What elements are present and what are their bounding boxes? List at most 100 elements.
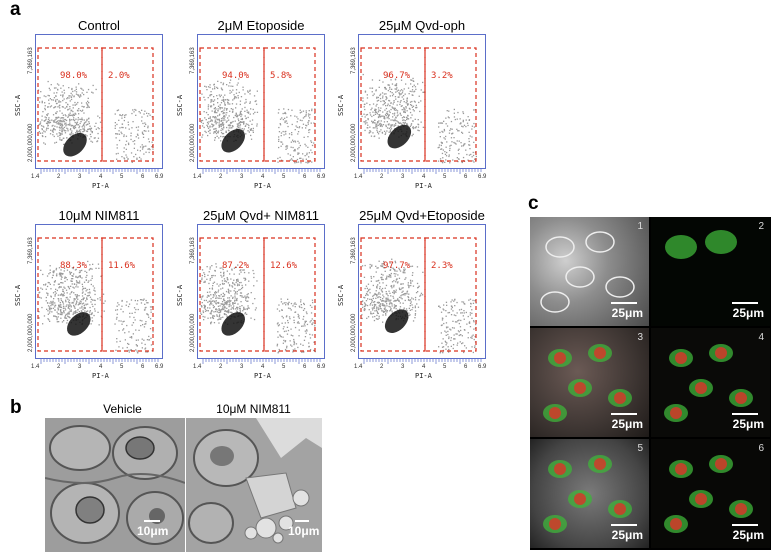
x-tick-label: 6 bbox=[303, 174, 307, 180]
em-title-vehicle: Vehicle bbox=[103, 402, 142, 416]
tile-number: 1 bbox=[637, 221, 643, 232]
dense-population bbox=[67, 312, 91, 336]
gate-dead bbox=[424, 237, 477, 352]
x-tick-label: 6 bbox=[141, 174, 145, 180]
tile-scale-label: 25μm bbox=[732, 528, 764, 542]
x-tick-label: 4 bbox=[99, 364, 103, 370]
dense-population bbox=[221, 312, 245, 336]
gate-percent-left: 94.0% bbox=[222, 71, 250, 81]
em-scale-bar-nim811 bbox=[295, 520, 309, 522]
fluorescence-tile-3: 3 25μm bbox=[530, 328, 649, 437]
x-tick-label: 3 bbox=[240, 364, 244, 370]
plot-frame bbox=[358, 224, 486, 359]
x-tick-first: 1.4 bbox=[354, 364, 363, 370]
x-tick-label: 4 bbox=[99, 174, 103, 180]
flow-plot-title: 25μM Qvd+Etoposide bbox=[359, 208, 485, 223]
gate-percent-right: 5.8% bbox=[270, 71, 292, 81]
x-axis-label: PI-A bbox=[254, 372, 272, 380]
x-tick-last: 6.9 bbox=[317, 174, 326, 180]
y-axis-label: SSC-A bbox=[337, 284, 345, 306]
y-axis: 7,369,163 2,000,000,000 SSC-A bbox=[337, 47, 357, 162]
tile-number: 5 bbox=[637, 443, 643, 454]
gate-dead bbox=[424, 47, 477, 162]
x-tick-last: 6.9 bbox=[478, 174, 487, 180]
x-tick-label: 5 bbox=[443, 364, 447, 370]
x-tick-label: 2 bbox=[219, 364, 223, 370]
em-scale-label-nim811: 10μm bbox=[288, 524, 320, 538]
gate-percent-right: 2.0% bbox=[108, 71, 130, 81]
y-tick-top: 7,369,163 bbox=[28, 237, 34, 264]
gate-dead bbox=[263, 47, 316, 162]
x-tick-label: 4 bbox=[422, 174, 426, 180]
x-tick-label: 3 bbox=[78, 364, 82, 370]
tile-number: 3 bbox=[637, 332, 643, 343]
gate-dead bbox=[101, 237, 154, 352]
gate-dead bbox=[101, 47, 154, 162]
x-tick-last: 6.9 bbox=[155, 174, 164, 180]
x-tick-label: 4 bbox=[261, 364, 265, 370]
x-tick-label: 6 bbox=[141, 364, 145, 370]
gate-percent-right: 12.6% bbox=[270, 261, 298, 271]
gate-live bbox=[37, 237, 103, 352]
y-tick-top: 7,369,163 bbox=[190, 237, 196, 264]
x-tick-label: 6 bbox=[303, 364, 307, 370]
flow-plot: 88.3% 11.6% 1.4 2 3 4 5 6 6.9 PI-A bbox=[31, 224, 164, 380]
tile-scale-label: 25μm bbox=[611, 417, 643, 431]
y-tick-mid: 2,000,000,000 bbox=[190, 313, 196, 352]
y-tick-top: 7,369,163 bbox=[190, 47, 196, 74]
x-tick-label: 5 bbox=[120, 174, 124, 180]
x-tick-label: 3 bbox=[401, 174, 405, 180]
x-tick-label: 2 bbox=[380, 364, 384, 370]
x-tick-first: 1.4 bbox=[31, 364, 40, 370]
flow-plot-title: 25μM Qvd-oph bbox=[378, 18, 466, 33]
gate-dead bbox=[263, 237, 316, 352]
y-axis-label: SSC-A bbox=[337, 94, 345, 116]
y-axis-label: SSC-A bbox=[176, 284, 184, 306]
x-tick-label: 4 bbox=[261, 174, 265, 180]
plot-frame bbox=[358, 34, 486, 169]
y-axis: 7,369,163 2,000,000,000 SSC-A bbox=[176, 237, 196, 352]
tile-scale-bar bbox=[732, 524, 758, 526]
dense-population bbox=[387, 124, 412, 149]
x-axis-label: PI-A bbox=[415, 182, 433, 190]
flow-plot-title: 2μM Etoposide bbox=[217, 18, 305, 33]
em-scale-label-vehicle: 10μm bbox=[137, 524, 169, 538]
gate-percent-left: 87.2% bbox=[222, 261, 250, 271]
x-tick-label: 2 bbox=[57, 174, 61, 180]
gate-percent-right: 2.3% bbox=[431, 261, 453, 271]
x-tick-label: 2 bbox=[57, 364, 61, 370]
y-axis: 7,369,163 2,000,000,000 SSC-A bbox=[14, 237, 34, 352]
x-axis-label: PI-A bbox=[92, 372, 110, 380]
fluorescence-tile-2: 2 25μm bbox=[651, 217, 770, 326]
em-image-vehicle: 10μm bbox=[45, 418, 185, 552]
x-tick-label: 3 bbox=[78, 174, 82, 180]
gate-percent-left: 88.3% bbox=[60, 261, 88, 271]
x-tick-label: 3 bbox=[240, 174, 244, 180]
flow-plot: 94.0% 5.8% 1.4 2 3 4 5 6 6.9 PI-A bbox=[193, 34, 326, 190]
fluorescence-tile-5: 5 25μm bbox=[530, 439, 649, 548]
tile-number: 6 bbox=[758, 443, 764, 454]
tile-scale-bar bbox=[611, 302, 637, 304]
y-tick-mid: 2,000,000,000 bbox=[28, 313, 34, 352]
y-axis-label: SSC-A bbox=[176, 94, 184, 116]
x-tick-first: 1.4 bbox=[354, 174, 363, 180]
tile-number: 2 bbox=[758, 221, 764, 232]
dense-population bbox=[63, 132, 87, 157]
plot-frame bbox=[35, 224, 163, 359]
x-tick-label: 2 bbox=[219, 174, 223, 180]
x-tick-label: 5 bbox=[443, 174, 447, 180]
flow-plot-title: Control bbox=[78, 18, 120, 33]
gate-percent-left: 97.7% bbox=[383, 261, 411, 271]
x-tick-label: 4 bbox=[422, 364, 426, 370]
tile-scale-bar bbox=[611, 413, 637, 415]
gate-live bbox=[360, 47, 426, 162]
y-axis-label: SSC-A bbox=[14, 94, 22, 116]
y-tick-mid: 2,000,000,000 bbox=[351, 313, 357, 352]
panel-letter-a: a bbox=[10, 0, 21, 20]
tile-number: 4 bbox=[758, 332, 764, 343]
x-tick-label: 6 bbox=[464, 174, 468, 180]
gate-live bbox=[37, 47, 103, 162]
gate-percent-right: 11.6% bbox=[108, 261, 136, 271]
x-tick-last: 6.9 bbox=[155, 364, 164, 370]
gate-percent-left: 96.7% bbox=[383, 71, 411, 81]
